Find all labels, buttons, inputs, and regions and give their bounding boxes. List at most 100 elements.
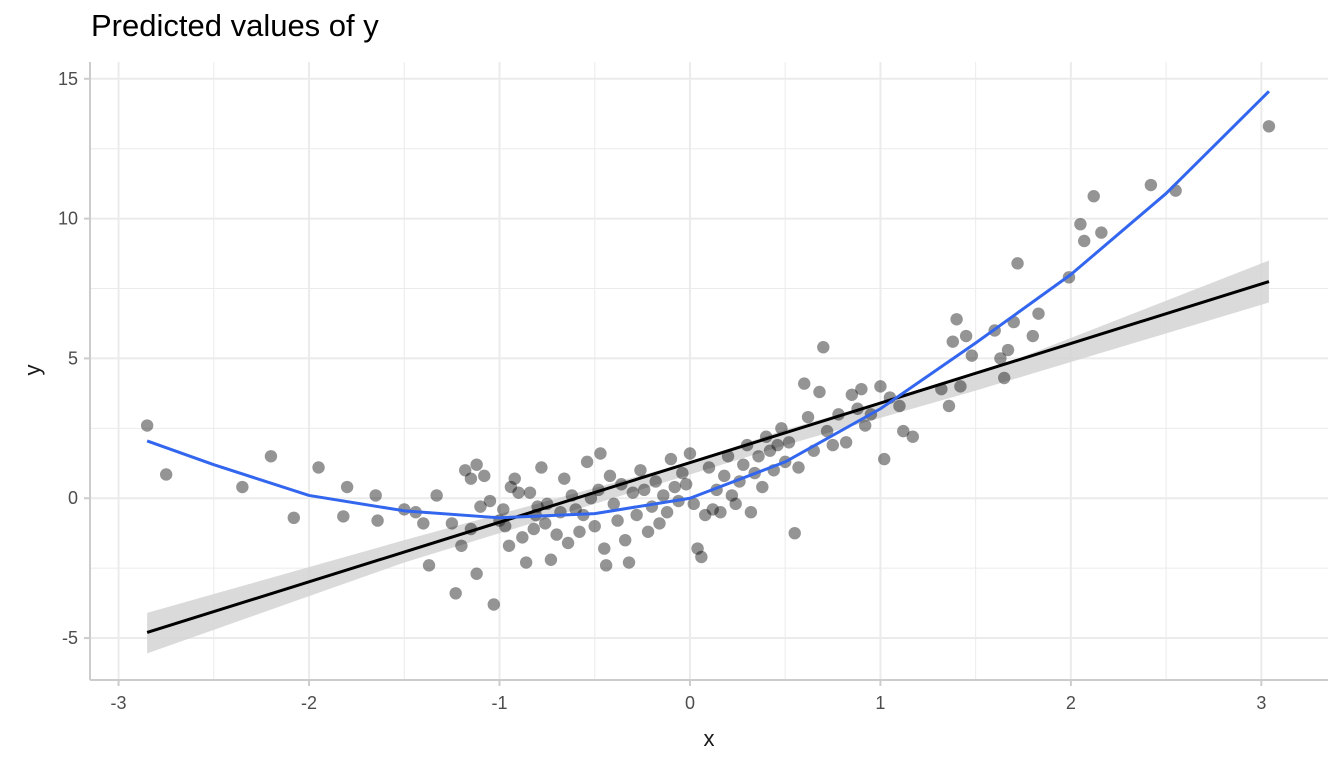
- data-point: [683, 447, 697, 460]
- y-tick-label: 5: [68, 348, 78, 368]
- data-point: [502, 539, 516, 552]
- data-point: [994, 352, 1007, 365]
- axis-labels: x y: [20, 365, 715, 752]
- data-point: [430, 489, 443, 502]
- data-point: [950, 313, 963, 326]
- data-point: [649, 475, 662, 488]
- data-point: [946, 335, 959, 348]
- y-tick-label: 10: [58, 209, 78, 229]
- data-point: [504, 480, 518, 494]
- data-point: [687, 497, 700, 511]
- data-point: [1262, 120, 1276, 133]
- data-point: [771, 438, 784, 452]
- data-point: [1078, 234, 1091, 248]
- data-point: [1032, 307, 1045, 320]
- data-point: [603, 469, 617, 483]
- data-point: [756, 480, 769, 494]
- data-point: [676, 466, 689, 480]
- data-point: [622, 556, 636, 569]
- data-point: [1074, 217, 1087, 231]
- polynomial-fit-line: [146, 90, 1271, 520]
- data-point: [657, 489, 670, 502]
- data-point: [788, 526, 801, 540]
- data-point: [965, 349, 979, 362]
- data-point: [561, 536, 575, 550]
- axes: -3 -2 -1 0 1 2 3 -5 0 5 10 15: [58, 62, 1328, 713]
- data-point: [893, 399, 906, 413]
- data-point: [588, 519, 601, 533]
- data-point: [954, 380, 967, 393]
- data-point: [417, 517, 430, 530]
- data-point: [695, 550, 708, 564]
- data-point: [691, 542, 704, 555]
- data-point: [499, 519, 512, 533]
- x-tick-label: 3: [1256, 693, 1266, 713]
- data-point: [569, 503, 582, 516]
- data-point: [664, 452, 678, 466]
- data-point: [959, 329, 973, 343]
- data-point: [287, 511, 300, 525]
- x-tick-label: -1: [491, 693, 507, 713]
- data-point: [1095, 226, 1108, 239]
- data-point: [792, 461, 805, 474]
- data-point: [744, 506, 758, 519]
- data-point: [1026, 329, 1039, 343]
- data-point: [544, 553, 558, 566]
- data-point: [826, 438, 839, 452]
- data-point: [455, 539, 468, 552]
- data-point: [535, 461, 548, 474]
- data-point: [641, 525, 655, 538]
- data-point: [539, 517, 552, 530]
- data-point: [371, 514, 384, 527]
- data-point: [464, 472, 478, 485]
- data-point: [523, 486, 537, 499]
- data-point: [668, 480, 681, 494]
- data-point: [725, 489, 739, 502]
- data-point: [369, 489, 382, 502]
- data-point: [470, 567, 483, 580]
- data-point: [512, 486, 525, 499]
- data-point: [618, 533, 632, 547]
- data-point: [497, 503, 510, 516]
- data-point: [573, 525, 586, 538]
- data-point: [236, 480, 249, 494]
- data-point: [478, 469, 491, 483]
- data-point: [594, 447, 607, 460]
- data-point: [487, 598, 500, 611]
- data-point: [626, 486, 640, 499]
- data-point: [527, 522, 540, 536]
- data-point: [598, 542, 611, 555]
- x-tick-label: 1: [875, 693, 885, 713]
- data-point: [449, 587, 462, 600]
- data-point: [942, 399, 956, 413]
- data-point: [878, 452, 891, 466]
- data-point: [445, 517, 459, 530]
- linear-fit-line: [146, 280, 1270, 634]
- data-point: [337, 510, 350, 523]
- grid-lines: [90, 62, 1328, 680]
- data-point: [729, 497, 742, 511]
- data-point: [718, 469, 731, 483]
- data-point: [679, 478, 693, 491]
- data-point: [607, 497, 620, 511]
- data-point: [660, 506, 674, 519]
- data-point: [817, 341, 830, 354]
- data-point: [599, 559, 613, 572]
- data-point: [702, 461, 716, 474]
- data-point: [1001, 343, 1015, 357]
- data-point: [422, 559, 436, 572]
- data-point: [519, 556, 533, 569]
- data-point: [752, 450, 765, 463]
- data-point: [159, 468, 173, 481]
- data-point: [1011, 257, 1024, 270]
- data-point: [798, 377, 811, 390]
- data-point: [140, 419, 154, 432]
- data-point: [775, 422, 788, 435]
- data-point: [998, 371, 1011, 385]
- data-point: [737, 458, 750, 471]
- data-point: [1144, 178, 1158, 192]
- data-point: [855, 382, 868, 396]
- data-point: [459, 464, 472, 477]
- data-point: [820, 424, 834, 438]
- data-point: [858, 419, 872, 432]
